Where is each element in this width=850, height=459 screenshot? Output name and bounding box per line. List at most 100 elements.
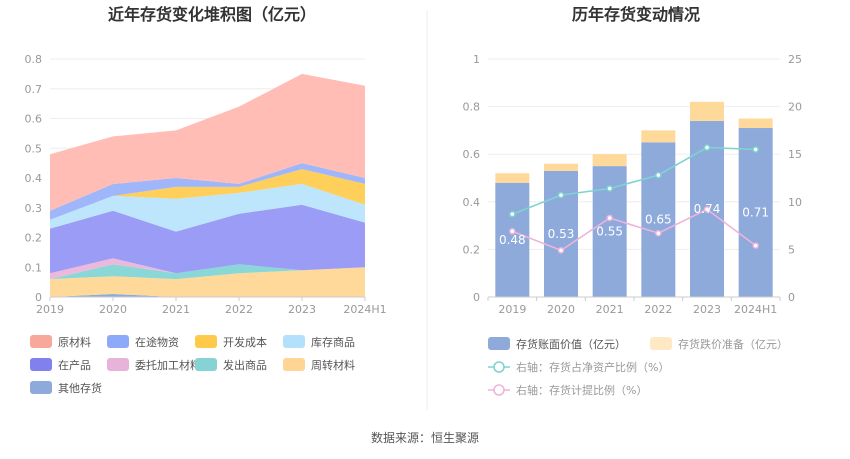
left-chart-title: 近年存货变化堆积图（亿元） — [108, 5, 316, 24]
legend-label: 发出商品 — [223, 358, 267, 372]
x-tick-label: 2021 — [596, 303, 624, 316]
x-tick-label: 2020 — [99, 303, 127, 316]
line-point — [606, 185, 613, 192]
bar-data-label: 0.65 — [645, 213, 672, 227]
legend-label: 委托加工材料 — [135, 358, 201, 372]
legend-swatch — [30, 335, 52, 348]
y-tick-label: 0.6 — [463, 148, 481, 161]
y2-tick-label: 15 — [788, 148, 802, 161]
y-tick-label: 0 — [35, 291, 42, 304]
bar-data-label: 0.71 — [742, 206, 769, 220]
y-tick-label: 0.4 — [463, 196, 481, 209]
y-tick-label: 0 — [473, 291, 480, 304]
bar-carrying-value — [738, 128, 773, 297]
bar-carrying-value — [544, 170, 578, 297]
legend-marker — [493, 361, 505, 373]
y-tick-label: 0.8 — [25, 53, 43, 66]
y-tick-label: 0.2 — [463, 243, 481, 256]
legend-swatch — [283, 335, 305, 348]
x-tick-label: 2022 — [644, 303, 672, 316]
y2-tick-label: 10 — [788, 196, 802, 209]
x-tick-label: 2020 — [547, 303, 575, 316]
x-tick-label: 2023 — [693, 303, 721, 316]
legend-swatch — [107, 358, 129, 371]
area-委托加工材料 — [50, 258, 365, 280]
legend-swatch — [195, 358, 217, 371]
area-在产品 — [50, 204, 365, 274]
bar-impairment — [592, 154, 627, 167]
stacked-area-chart: 0 0.1 0.2 0.3 0.4 0.5 0.6 0.7 0.8 2019 2020 2021 202… — [25, 53, 387, 316]
y-tick-label: 0.1 — [25, 261, 43, 274]
area-周转材料 — [50, 267, 365, 297]
bar-data-label: 0.53 — [548, 227, 575, 241]
legend-label: 周转材料 — [311, 358, 355, 372]
legend-label: 库存商品 — [311, 335, 355, 349]
area-在途物资 — [50, 163, 365, 220]
line-point — [752, 146, 759, 153]
line-point — [509, 228, 516, 235]
y-tick-label: 0.5 — [25, 142, 43, 155]
legend-swatch — [650, 337, 672, 350]
line-point — [752, 242, 759, 249]
bar-impairment — [641, 130, 676, 143]
area-发出商品 — [50, 264, 365, 280]
y-tick-label: 0.3 — [25, 202, 43, 215]
y2-tick-label: 25 — [788, 53, 802, 66]
line-point — [655, 171, 662, 179]
bar-impairment — [690, 101, 724, 121]
data-source-label: 数据来源：恒生聚源 — [371, 430, 479, 445]
legend-label: 原材料 — [58, 335, 91, 349]
line-point — [606, 214, 613, 222]
area-原材料 — [50, 73, 365, 211]
bar-carrying-value — [495, 182, 530, 297]
x-tick-label: 2023 — [288, 303, 316, 316]
legend-label: 右轴：存货计提比例（%） — [516, 383, 647, 397]
legend-label: 存货跌价准备（亿元） — [678, 337, 788, 351]
legend-marker — [493, 384, 505, 396]
legend-swatch — [30, 381, 52, 394]
x-tick-label: 2024H1 — [343, 303, 386, 316]
line-point — [557, 191, 565, 199]
legend-swatch — [195, 335, 217, 348]
bar-impairment — [495, 173, 530, 183]
y2-tick-label: 5 — [788, 243, 795, 256]
legend-label: 其他存货 — [58, 381, 102, 395]
legend-label: 开发成本 — [223, 335, 267, 349]
y-tick-label: 1 — [473, 53, 480, 66]
y2-tick-label: 20 — [788, 101, 802, 114]
bar-impairment — [544, 163, 578, 171]
x-tick-label: 2019 — [498, 303, 526, 316]
line-point — [703, 144, 711, 151]
legend-swatch — [30, 358, 52, 371]
bar-impairment — [738, 118, 773, 129]
line-point — [655, 229, 662, 237]
legend-swatch — [107, 335, 129, 348]
y2-tick-label: 0 — [788, 291, 795, 304]
y-tick-label: 0.2 — [25, 232, 43, 245]
line-ratio-net-assets — [512, 146, 756, 215]
legend-swatch — [283, 358, 305, 371]
x-tick-label: 2024H1 — [734, 303, 777, 316]
right-legend: 存货账面价值（亿元） 存货跌价准备（亿元） 右轴：存货占净资产比例（%） 右轴：存货计… — [488, 337, 788, 397]
bar-data-label: 0.74 — [694, 202, 721, 216]
x-tick-label: 2019 — [36, 303, 64, 316]
legend-label: 在产品 — [58, 358, 91, 372]
line-point — [703, 206, 711, 213]
x-tick-label: 2021 — [162, 303, 190, 316]
y-tick-label: 0.4 — [25, 172, 43, 185]
y-tick-label: 0.7 — [25, 83, 43, 96]
x-tick-label: 2022 — [225, 303, 253, 316]
line-point — [557, 247, 565, 254]
right-chart-title: 历年存货变动情况 — [572, 5, 700, 24]
area-开发成本 — [50, 169, 365, 220]
y-tick-label: 0.6 — [25, 113, 43, 126]
area-库存商品 — [50, 183, 365, 232]
legend-swatch — [488, 337, 510, 350]
bar-data-label: 0.48 — [499, 233, 526, 247]
legend-label: 在途物资 — [135, 335, 179, 349]
bar-data-label: 0.55 — [596, 225, 623, 239]
line-provision-ratio — [512, 208, 757, 252]
